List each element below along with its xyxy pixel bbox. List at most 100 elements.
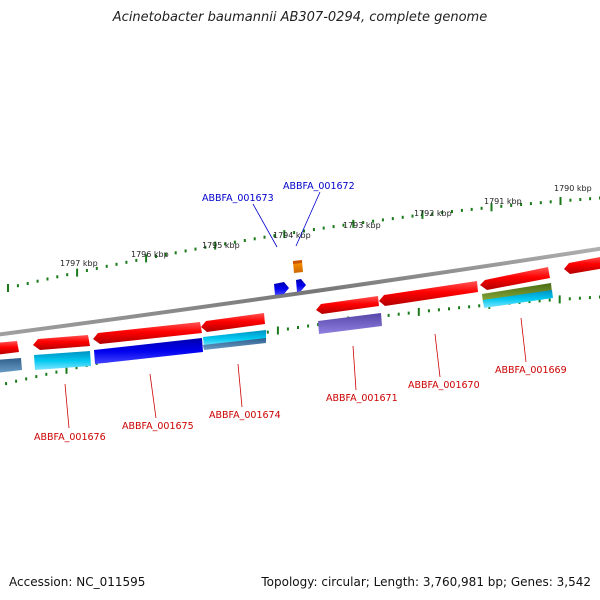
minor-tick [45,372,48,376]
major-tick [559,197,562,205]
major-tick [7,284,9,292]
minor-tick [312,228,315,231]
scale-label-1795: 1795 kbp [202,241,240,250]
locus-label-ABBFA_001675: ABBFA_001675 [122,421,194,432]
minor-tick [253,237,256,241]
major-tick [145,254,148,263]
major-tick [352,219,355,228]
minor-tick [589,197,592,201]
feature-block[interactable] [94,338,203,364]
gene-arrow[interactable] [293,261,303,273]
minor-tick [286,327,289,331]
minor-tick [431,212,434,216]
minor-tick [391,217,394,221]
minor-tick [411,214,414,218]
gene-arrow[interactable] [274,282,289,295]
minor-tick [85,269,88,272]
minor-tick [164,253,167,257]
minor-tick [468,305,471,309]
minor-tick [125,260,128,264]
minor-tick [66,273,69,277]
minor-tick [46,277,49,281]
gene-arrow[interactable] [480,267,550,290]
minor-tick [381,218,384,222]
minor-tick [155,255,157,258]
minor-tick [25,377,28,381]
locus-label-ABBFA_001669: ABBFA_001669 [495,365,567,376]
minor-tick [549,200,552,204]
minor-tick [451,210,453,213]
gene-arrow[interactable] [33,335,90,350]
locus-label-ABBFA_001674: ABBFA_001674 [209,410,281,421]
accession-text: Accession: NC_011595 [9,575,146,589]
locus-label-ABBFA_001672: ABBFA_001672 [283,181,355,192]
locus-label-ABBFA_001671: ABBFA_001671 [326,393,398,404]
gene-arrow[interactable] [379,281,478,306]
minor-tick [75,366,78,370]
feature-track [0,283,553,373]
scale-label-1792: 1792 kbp [414,209,452,218]
minor-tick [568,297,571,301]
scale-label-1794: 1794 kbp [273,231,311,240]
minor-tick [588,296,591,300]
gene-arrow[interactable] [316,296,379,314]
locus-label-ABBFA_001670: ABBFA_001670 [408,380,480,391]
gene-arrow[interactable] [201,313,265,332]
minor-tick [174,251,177,255]
forward-gene-track [0,256,600,355]
minor-tick [437,308,440,312]
minor-tick [36,279,39,283]
minor-tick [510,203,513,207]
minor-tick [273,234,276,238]
minor-tick [372,219,375,223]
gene-arrow[interactable] [564,256,600,274]
gene-arrow[interactable] [296,279,306,292]
minor-tick [401,215,404,219]
forward-locus-labels: ABBFA_001676 ABBFA_001675 ABBFA_001674 A… [34,317,567,443]
minor-tick [293,231,296,234]
scale-label-1793: 1793 kbp [343,221,381,230]
minor-tick [263,235,266,239]
minor-tick [243,239,246,242]
feature-block[interactable] [34,351,91,370]
minor-tick [105,264,108,268]
minor-tick [332,225,335,229]
minor-tick [407,311,410,315]
gene-arrow[interactable] [0,341,19,355]
reverse-locus-labels: ABBFA_001673 ABBFA_001672 [202,181,355,248]
major-tick [76,268,79,277]
gene-arrow[interactable] [93,322,202,344]
minor-tick [397,312,400,316]
minor-tick [35,375,38,379]
minor-tick [194,247,197,251]
minor-tick [15,379,18,383]
minor-tick [115,262,118,266]
major-tick [558,295,561,304]
feature-block[interactable] [0,358,22,373]
minor-tick [26,282,29,285]
major-tick [421,210,424,219]
major-tick [490,203,493,212]
gene-arrow[interactable] [293,260,302,264]
locus-label-ABBFA_001673: ABBFA_001673 [202,193,274,204]
minor-tick [266,330,269,334]
minor-tick [204,245,207,249]
minor-tick [342,223,345,227]
minor-tick [458,306,461,310]
minor-tick [307,324,310,328]
minor-tick [427,309,430,313]
minor-tick [579,198,582,201]
minor-tick [538,299,541,303]
minor-tick [460,208,463,212]
minor-tick [539,201,542,205]
scale-label-1790: 1790 kbp [554,184,592,193]
minor-tick [470,207,473,211]
feature-block[interactable] [483,290,553,308]
minor-tick [520,203,523,206]
minor-tick [135,258,138,262]
feature-block[interactable] [203,330,266,347]
feature-block[interactable] [203,338,266,350]
feature-block[interactable] [318,313,382,334]
major-tick [65,365,68,374]
